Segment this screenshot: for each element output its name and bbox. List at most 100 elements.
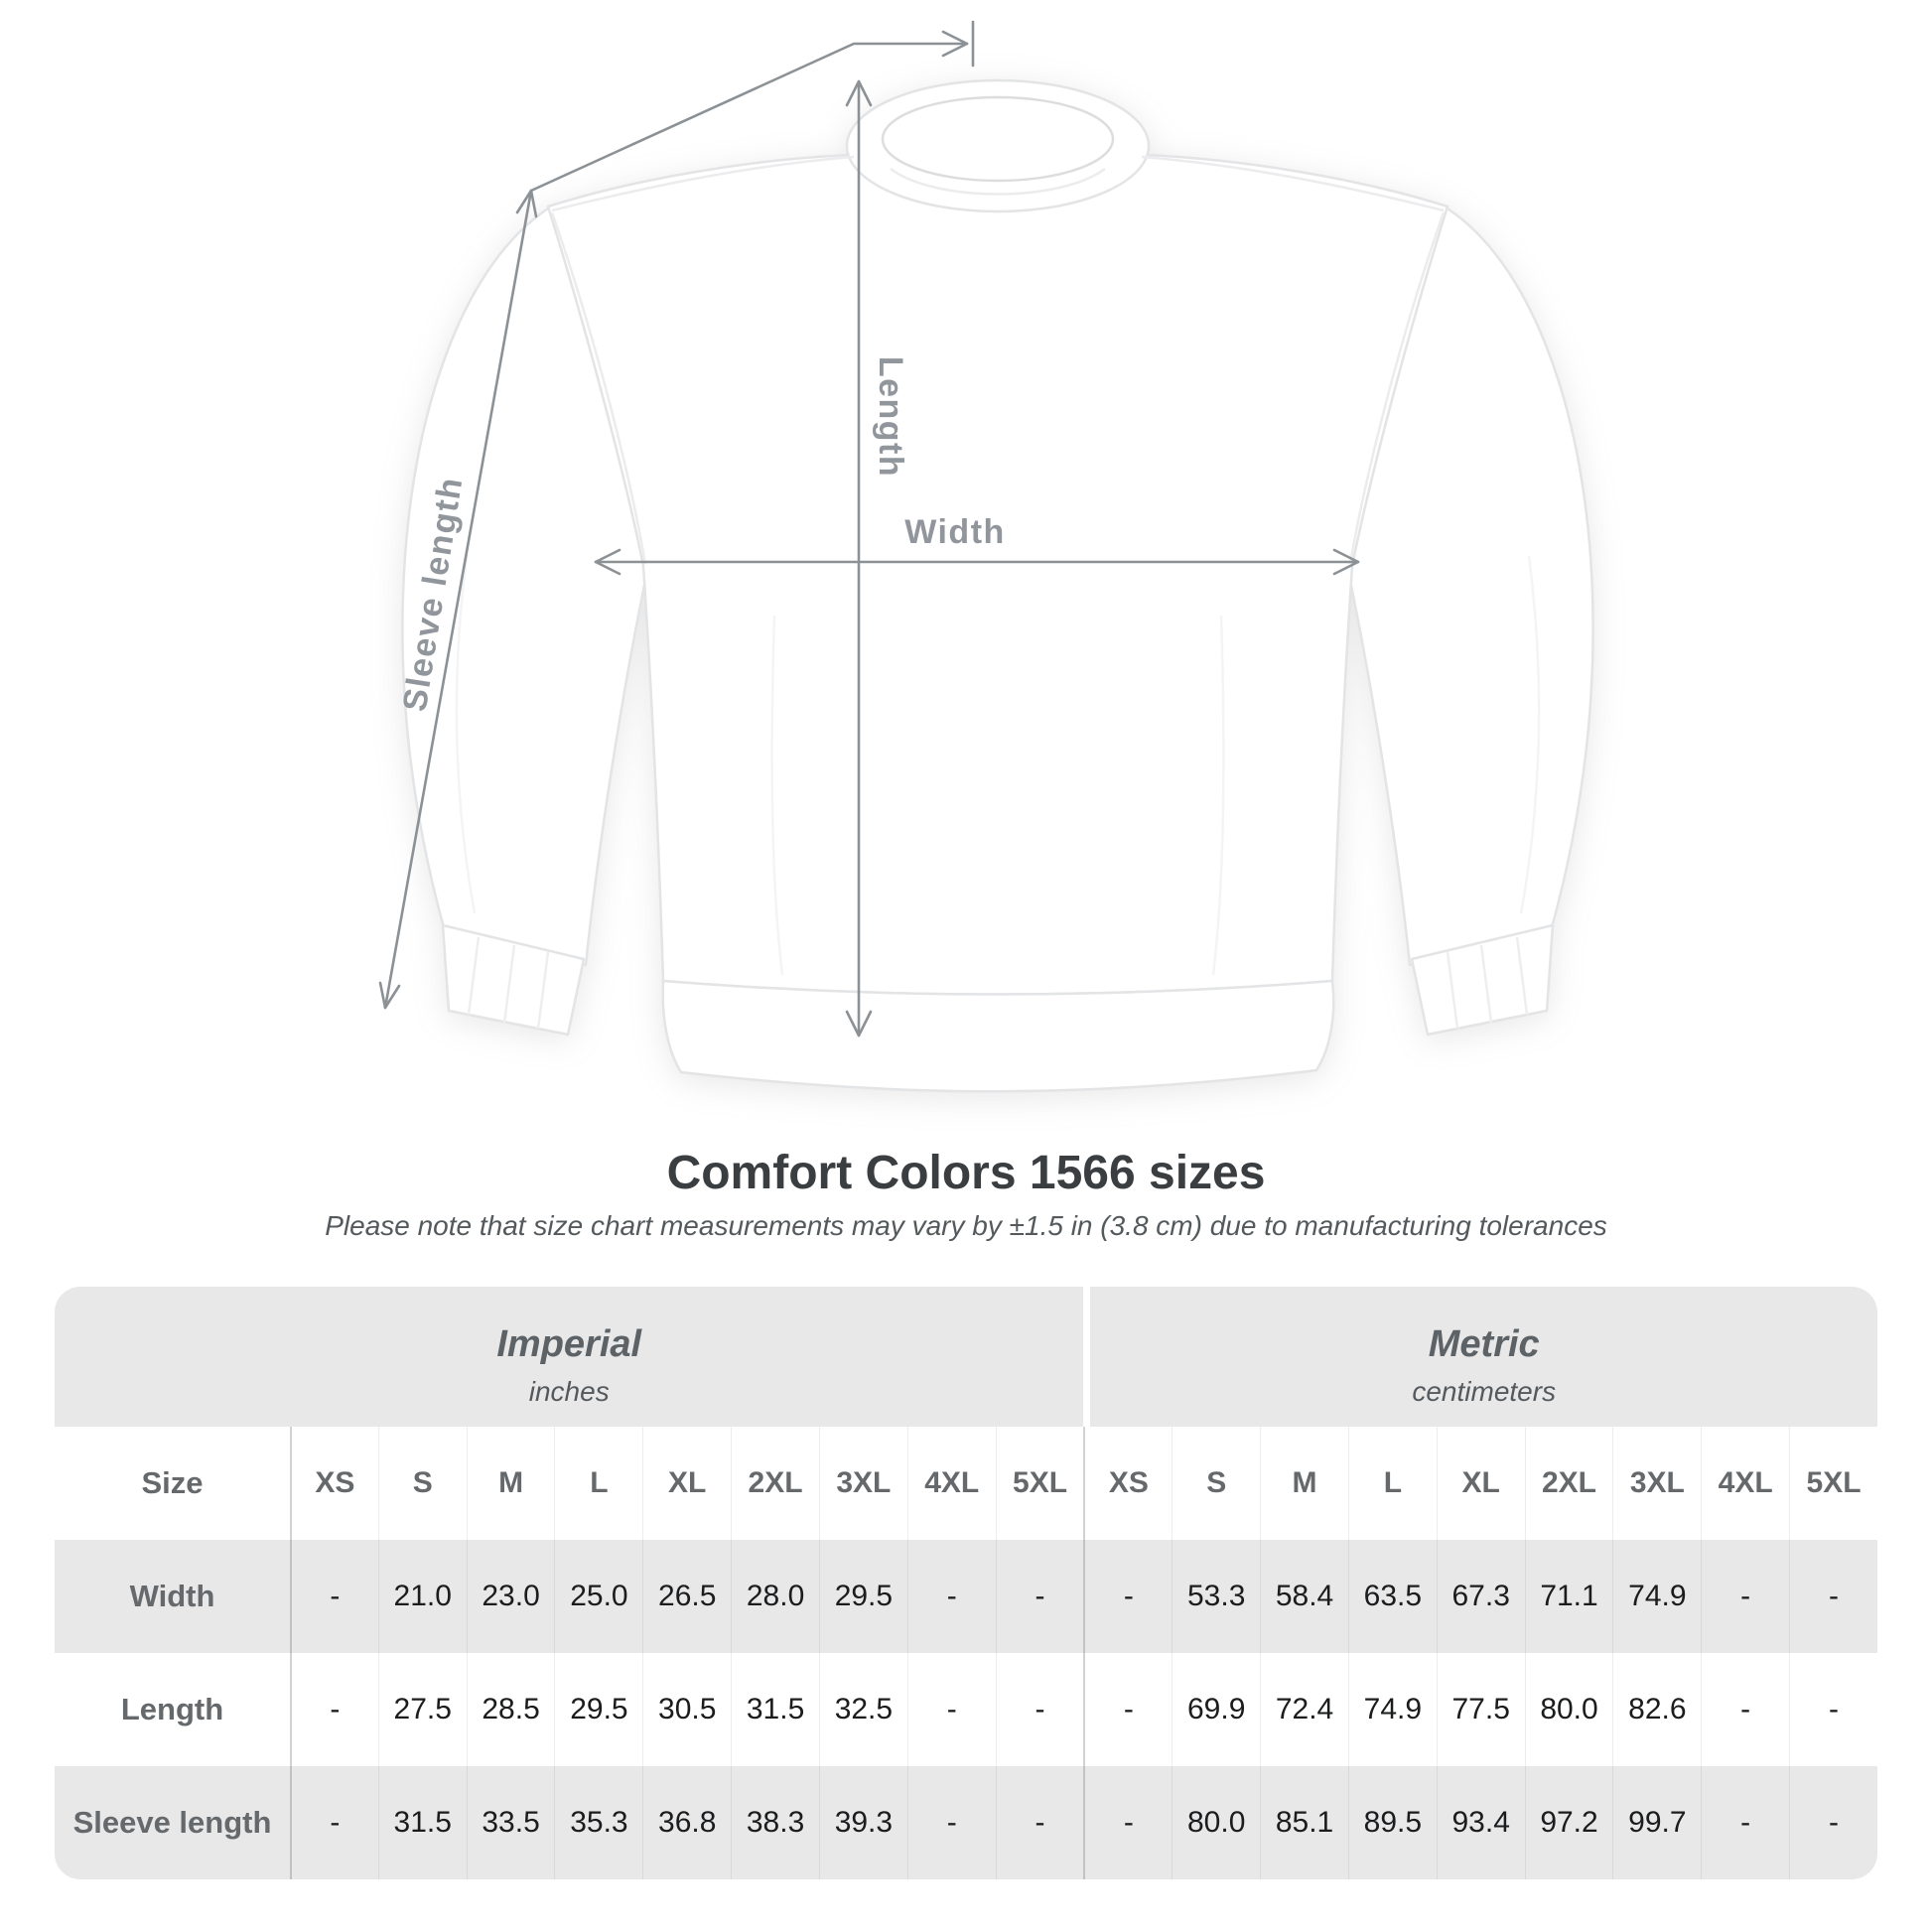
table-cell: 28.5 [466,1652,555,1766]
sleeve-arrowhead-top [515,189,538,218]
table-cell: 69.9 [1172,1652,1261,1766]
column-header-imperial-xs: XS [290,1426,378,1540]
unit-group-unit: centimeters [1412,1375,1557,1407]
table-cell: 82.6 [1612,1652,1702,1766]
sweatshirt-torso [546,150,1449,996]
table-cell: - [995,1765,1084,1879]
unit-group-name: Imperial [496,1322,642,1365]
table-cell: - [1083,1765,1173,1879]
row-label: Sleeve length [55,1765,290,1879]
table-cell: 74.9 [1612,1539,1702,1653]
table-cell: 77.5 [1436,1652,1525,1766]
table-cell: 74.9 [1347,1652,1437,1766]
column-header-imperial-m: M [466,1426,555,1540]
table-cell: 35.3 [554,1765,643,1879]
length-label: Length [872,356,909,478]
table-cell: 33.5 [466,1765,555,1879]
table-cell: 53.3 [1172,1539,1261,1653]
table-cell: - [290,1652,378,1766]
table-cell: 30.5 [642,1652,732,1766]
table-cell: 85.1 [1260,1765,1348,1879]
column-header-metric-3xl: 3XL [1612,1426,1702,1540]
column-header-metric-xs: XS [1083,1426,1173,1540]
table-cell: - [1701,1652,1790,1766]
column-header-imperial-l: L [554,1426,643,1540]
sleeve-length-arrow [383,189,533,1010]
table-cell: - [1701,1765,1790,1879]
unit-group-metric: Metric centimeters [1083,1286,1877,1427]
table-cell: 97.2 [1524,1765,1613,1879]
table-cell: - [1789,1539,1877,1653]
unit-group-imperial: Imperial inches [55,1286,1084,1427]
width-arrowhead-left [594,548,621,576]
table-cell: 25.0 [554,1539,643,1653]
table-cell: 32.5 [818,1652,907,1766]
table-row-width: Width - 21.0 23.0 25.0 26.5 28.0 29.5 - … [55,1539,1877,1653]
table-cell: - [906,1652,996,1766]
length-arrowhead-top [845,79,873,107]
sweatshirt-illustration [401,78,1594,1093]
table-cell: - [290,1765,378,1879]
table-cell: 27.5 [377,1652,467,1766]
sweatshirt-hem-band [661,979,1335,1093]
column-header-size: Size [55,1426,290,1540]
table-cell: 31.5 [377,1765,467,1879]
table-cell: 23.0 [466,1539,555,1653]
table-cell: 28.0 [731,1539,819,1653]
column-header-metric-l: L [1347,1426,1437,1540]
size-header-row: Size XS S M L XL 2XL 3XL 4XL 5XL XS S M … [55,1426,1877,1540]
width-label: Width [904,513,1006,551]
sleeve-arrowhead-bottom [378,981,401,1010]
table-cell: 63.5 [1347,1539,1437,1653]
table-cell: 89.5 [1347,1765,1437,1879]
sweatshirt-collar-inner [881,95,1115,183]
size-diagram: Sleeve length Length Width [378,20,1594,1093]
table-cell: 31.5 [731,1652,819,1766]
table-cell: - [1789,1652,1877,1766]
table-cell: 39.3 [818,1765,907,1879]
table-cell: 29.5 [554,1652,643,1766]
row-label: Width [55,1539,290,1653]
tolerance-note: Please note that size chart measurements… [325,1210,1607,1242]
sleeve-measure-guide-line [529,42,969,193]
table-cell: - [290,1539,378,1653]
table-cell: - [995,1652,1084,1766]
table-cell: 67.3 [1436,1539,1525,1653]
unit-band-row: Imperial inches Metric centimeters [55,1286,1877,1427]
width-arrowhead-right [1332,548,1360,576]
table-cell: - [1701,1539,1790,1653]
column-header-imperial-s: S [377,1426,467,1540]
column-header-imperial-4xl: 4XL [906,1426,996,1540]
table-cell: 36.8 [642,1765,732,1879]
table-cell: 29.5 [818,1539,907,1653]
table-cell: 58.4 [1260,1539,1348,1653]
table-cell: - [995,1539,1084,1653]
guide-arrowhead-right [941,30,969,58]
column-header-imperial-2xl: 2XL [731,1426,819,1540]
column-header-imperial-5xl: 5XL [995,1426,1084,1540]
table-cell: 21.0 [377,1539,467,1653]
table-row-length: Length - 27.5 28.5 29.5 30.5 31.5 32.5 -… [55,1652,1877,1766]
table-cell: - [1789,1765,1877,1879]
table-cell: - [1083,1539,1173,1653]
column-header-metric-m: M [1260,1426,1348,1540]
table-cell: 26.5 [642,1539,732,1653]
table-row-sleeve-length: Sleeve length - 31.5 33.5 35.3 36.8 38.3… [55,1765,1877,1879]
page-title: Comfort Colors 1566 sizes [666,1147,1266,1199]
column-header-imperial-3xl: 3XL [818,1426,907,1540]
unit-group-unit: inches [528,1375,610,1407]
table-cell: 99.7 [1612,1765,1702,1879]
column-header-metric-2xl: 2XL [1524,1426,1613,1540]
table-cell: 93.4 [1436,1765,1525,1879]
length-arrowhead-bottom [845,1010,873,1037]
column-header-imperial-xl: XL [642,1426,732,1540]
table-cell: 80.0 [1172,1765,1261,1879]
table-cell: - [1083,1652,1173,1766]
unit-group-name: Metric [1428,1322,1540,1365]
table-cell: - [906,1765,996,1879]
column-header-metric-4xl: 4XL [1701,1426,1790,1540]
table-cell: 38.3 [731,1765,819,1879]
table-cell: 71.1 [1524,1539,1613,1653]
row-label: Length [55,1652,290,1766]
